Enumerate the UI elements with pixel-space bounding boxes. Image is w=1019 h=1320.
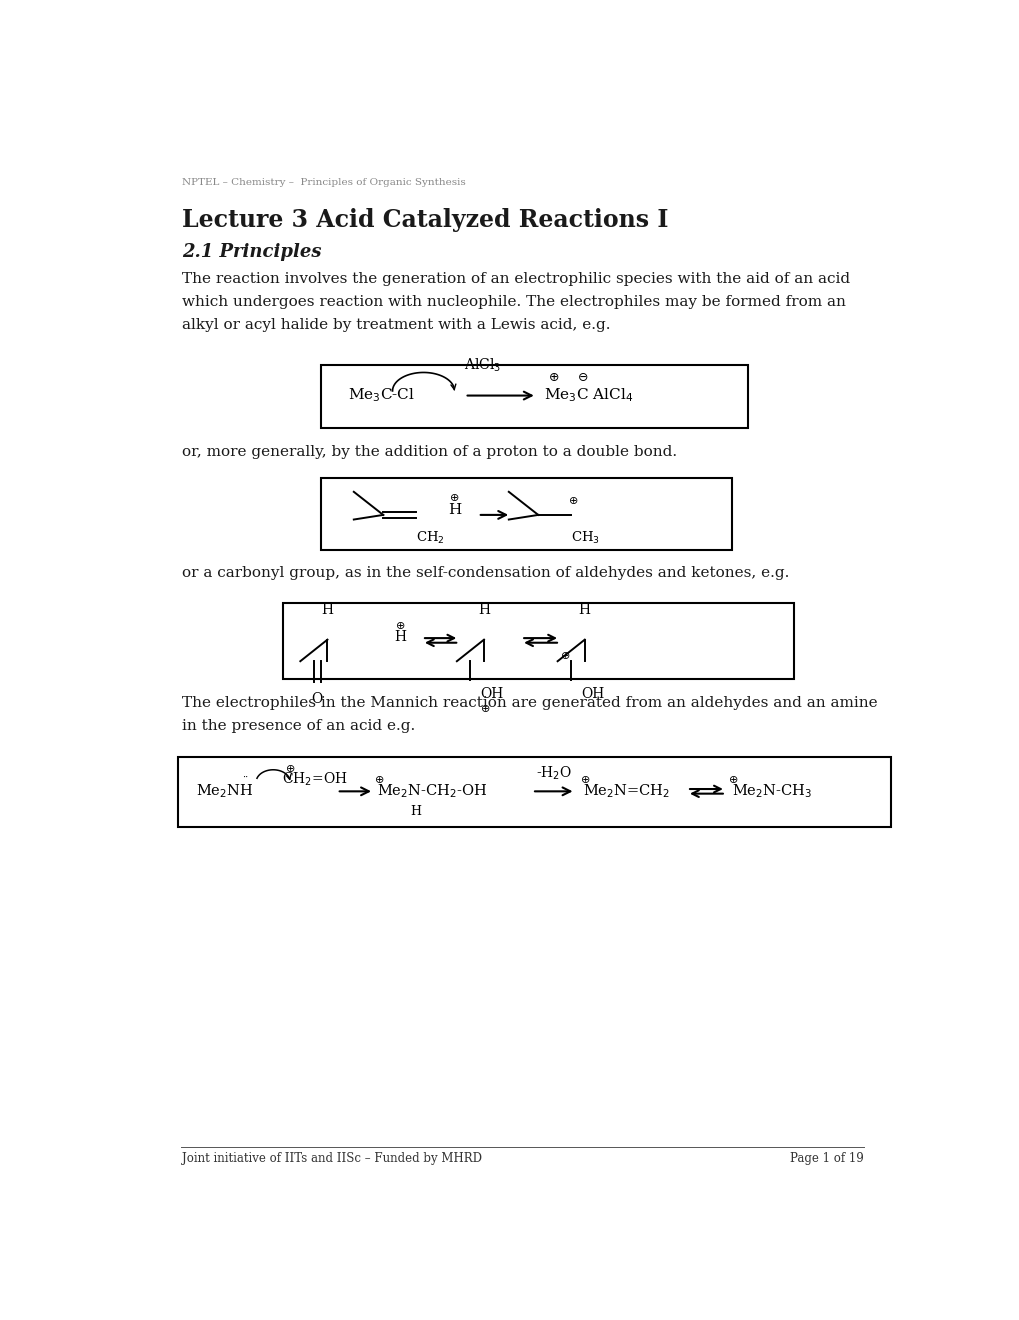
Text: OH: OH <box>480 688 503 701</box>
Text: Me$_2$N-CH$_2$-OH: Me$_2$N-CH$_2$-OH <box>377 783 487 800</box>
Text: $\oplus$: $\oplus$ <box>285 763 296 774</box>
Text: $\oplus$: $\oplus$ <box>579 774 589 784</box>
Text: H: H <box>321 602 333 616</box>
Text: $\oplus$: $\oplus$ <box>374 774 384 784</box>
Text: H: H <box>394 630 406 644</box>
Text: -H$_2$O: -H$_2$O <box>535 764 572 781</box>
Bar <box>282 603 793 678</box>
Text: OH: OH <box>580 688 603 701</box>
Text: 2.1 Principles: 2.1 Principles <box>181 243 321 261</box>
Text: $\oplus$: $\oplus$ <box>728 774 738 784</box>
Text: or, more generally, by the addition of a proton to a double bond.: or, more generally, by the addition of a… <box>181 445 677 459</box>
Text: $\oplus$: $\oplus$ <box>449 492 460 503</box>
Text: Me$_2$N-CH$_3$: Me$_2$N-CH$_3$ <box>732 783 811 800</box>
Text: $\oplus$: $\oplus$ <box>394 619 406 631</box>
Text: H: H <box>478 602 489 616</box>
Text: ··: ·· <box>242 774 249 781</box>
Text: Page 1 of 19: Page 1 of 19 <box>790 1151 863 1164</box>
Text: Lecture 3 Acid Catalyzed Reactions I: Lecture 3 Acid Catalyzed Reactions I <box>181 209 667 232</box>
Bar <box>177 758 890 826</box>
Bar <box>321 478 732 549</box>
Text: CH$_3$: CH$_3$ <box>571 531 599 546</box>
Text: NPTEL – Chemistry –  Principles of Organic Synthesis: NPTEL – Chemistry – Principles of Organi… <box>181 178 465 186</box>
Text: Me$_3$C AlCl$_4$: Me$_3$C AlCl$_4$ <box>544 387 633 404</box>
Text: AlCl$_3$: AlCl$_3$ <box>464 356 500 374</box>
Text: Joint initiative of IITs and IISc – Funded by MHRD: Joint initiative of IITs and IISc – Fund… <box>181 1151 481 1164</box>
Text: H: H <box>410 805 421 818</box>
Text: Me$_2$NH: Me$_2$NH <box>196 783 253 800</box>
Text: O: O <box>312 692 323 706</box>
Text: $\oplus$: $\oplus$ <box>480 702 490 714</box>
Text: $\oplus$: $\oplus$ <box>568 495 578 506</box>
Text: or a carbonyl group, as in the self-condensation of aldehydes and ketones, e.g.: or a carbonyl group, as in the self-cond… <box>181 566 789 581</box>
Text: H: H <box>447 503 461 517</box>
Text: CH$_2$: CH$_2$ <box>416 531 444 546</box>
Text: The reaction involves the generation of an electrophilic species with the aid of: The reaction involves the generation of … <box>181 272 849 331</box>
Text: CH$_2$=OH: CH$_2$=OH <box>282 771 347 788</box>
Text: $\oplus$: $\oplus$ <box>547 371 558 384</box>
Text: Me$_3$C-Cl: Me$_3$C-Cl <box>348 387 415 404</box>
Bar <box>321 364 747 428</box>
Text: H: H <box>578 602 590 616</box>
Text: Me$_2$N=CH$_2$: Me$_2$N=CH$_2$ <box>583 783 669 800</box>
Text: The electrophiles in the Mannich reaction are generated from an aldehydes and an: The electrophiles in the Mannich reactio… <box>181 696 876 733</box>
Text: $\oplus$: $\oplus$ <box>559 649 571 660</box>
Text: $\ominus$: $\ominus$ <box>577 371 588 384</box>
